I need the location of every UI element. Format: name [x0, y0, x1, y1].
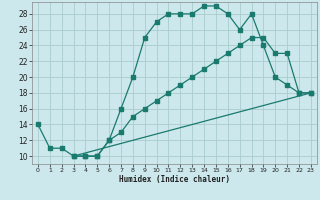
- X-axis label: Humidex (Indice chaleur): Humidex (Indice chaleur): [119, 175, 230, 184]
